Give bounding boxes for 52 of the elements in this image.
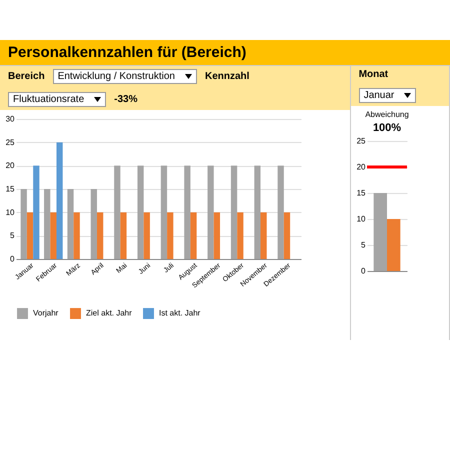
chart-title: Personalkennzahlen für (Bereich) bbox=[0, 40, 450, 65]
bar bbox=[214, 212, 220, 259]
bar bbox=[284, 212, 290, 259]
text: -33% bbox=[114, 94, 138, 105]
text: Bereich bbox=[8, 71, 45, 82]
text: Fluktuationsrate bbox=[8, 92, 106, 107]
y-tick-label: 5 bbox=[10, 231, 16, 240]
text: Januar bbox=[358, 88, 416, 103]
bar bbox=[137, 166, 144, 259]
y-tick-label: 25 bbox=[356, 136, 366, 146]
chart-subtitle: 100% bbox=[372, 122, 401, 134]
legend-label: Ziel akt. Jahr bbox=[86, 308, 132, 318]
bar bbox=[20, 189, 27, 259]
bar bbox=[90, 189, 97, 259]
bar bbox=[144, 212, 150, 259]
bar bbox=[120, 212, 127, 259]
bar bbox=[260, 212, 267, 259]
bar bbox=[278, 166, 284, 259]
y-tick-label: 20 bbox=[356, 162, 366, 172]
y-tick-label: 10 bbox=[356, 214, 366, 224]
legend-label: Vorjahr bbox=[33, 308, 59, 318]
bar bbox=[74, 212, 80, 259]
bar bbox=[96, 212, 104, 259]
bar bbox=[254, 166, 261, 259]
y-tick-label: 25 bbox=[6, 138, 16, 147]
y-tick-label: 15 bbox=[356, 188, 366, 198]
bar bbox=[67, 189, 74, 259]
bar bbox=[56, 142, 63, 259]
bar bbox=[230, 166, 238, 259]
bar bbox=[160, 166, 168, 259]
text: Kennzahl bbox=[204, 71, 250, 82]
y-tick-label: 10 bbox=[6, 208, 16, 217]
bar bbox=[184, 166, 190, 259]
bar bbox=[50, 212, 56, 259]
y-tick-label: 15 bbox=[6, 184, 16, 194]
bar bbox=[33, 166, 40, 259]
bar bbox=[114, 166, 120, 259]
bar bbox=[237, 212, 244, 259]
legend-label: Ist akt. Jahr bbox=[159, 308, 201, 318]
y-tick-label: 5 bbox=[360, 240, 366, 250]
y-tick-label: 20 bbox=[6, 161, 16, 170]
bar bbox=[190, 212, 197, 259]
text: Monat bbox=[358, 69, 388, 80]
text: Entwicklung / Konstruktion bbox=[52, 69, 197, 84]
bar bbox=[44, 189, 50, 259]
y-tick-label: 30 bbox=[6, 114, 16, 124]
y-tick-label: 0 bbox=[10, 254, 16, 264]
bar bbox=[26, 212, 34, 259]
bar bbox=[167, 212, 174, 259]
chart-title: Abweichung bbox=[364, 110, 408, 119]
y-tick-label: 0 bbox=[360, 266, 366, 276]
bar bbox=[208, 166, 214, 259]
